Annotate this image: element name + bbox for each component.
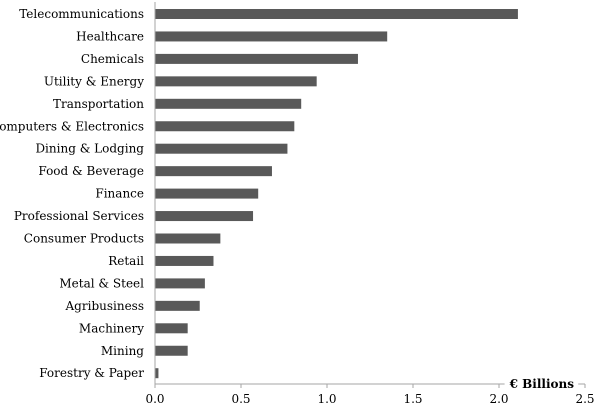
x-tick-label: 0.5: [231, 392, 250, 406]
category-label: Consumer Products: [24, 232, 144, 246]
category-label: Forestry & Paper: [39, 366, 144, 380]
bar-chemicals: [155, 53, 358, 64]
category-label: Retail: [108, 254, 144, 268]
bar-food-beverage: [155, 166, 272, 177]
bar-transportation: [155, 98, 302, 109]
bar-healthcare: [155, 31, 388, 42]
x-tick-label: 2.0: [489, 392, 508, 406]
category-label: Healthcare: [76, 29, 144, 43]
bar-professional-services: [155, 211, 254, 222]
category-label: Mining: [101, 344, 144, 358]
category-label: Metal & Steel: [59, 276, 144, 290]
bar-dining-lodging: [155, 143, 288, 154]
category-label: Chemicals: [81, 52, 144, 66]
x-tick-label: 0.0: [145, 392, 164, 406]
bar-utility-energy: [155, 76, 317, 87]
x-axis-title: € Billions: [509, 377, 575, 391]
category-label: Transportation: [53, 97, 144, 111]
axis-title-background: [504, 376, 579, 392]
bar-machinery: [155, 323, 188, 334]
category-label: Telecommunications: [19, 7, 144, 21]
category-label: Professional Services: [14, 209, 144, 223]
bar-computers-electronics: [155, 121, 295, 132]
category-label: Utility & Energy: [44, 74, 144, 88]
category-label: Computers & Electronics: [0, 119, 144, 133]
category-label: Machinery: [79, 321, 144, 335]
x-tick-label: 1.5: [403, 392, 422, 406]
bars-group: [155, 9, 518, 379]
bar-agribusiness: [155, 300, 200, 311]
category-label: Finance: [95, 187, 144, 201]
category-label: Dining & Lodging: [35, 142, 144, 156]
bar-consumer-products: [155, 233, 221, 244]
category-labels-group: Telecommunications Healthcare Chemicals Uti…: [0, 7, 144, 380]
x-axis-ticks-group: 0.0 0.5 1.0 1.5 2.0 2.5: [145, 384, 595, 406]
category-label: Food & Beverage: [38, 164, 144, 178]
bar-mining: [155, 345, 188, 356]
bar-forestry-paper: [155, 368, 159, 379]
bar-retail: [155, 255, 214, 266]
x-tick-label: 1.0: [317, 392, 336, 406]
bar-telecommunications: [155, 9, 518, 19]
x-tick-label: 2.5: [575, 392, 594, 406]
bar-metal-steel: [155, 278, 205, 289]
category-label: Agribusiness: [65, 299, 144, 313]
bar-finance: [155, 188, 259, 199]
